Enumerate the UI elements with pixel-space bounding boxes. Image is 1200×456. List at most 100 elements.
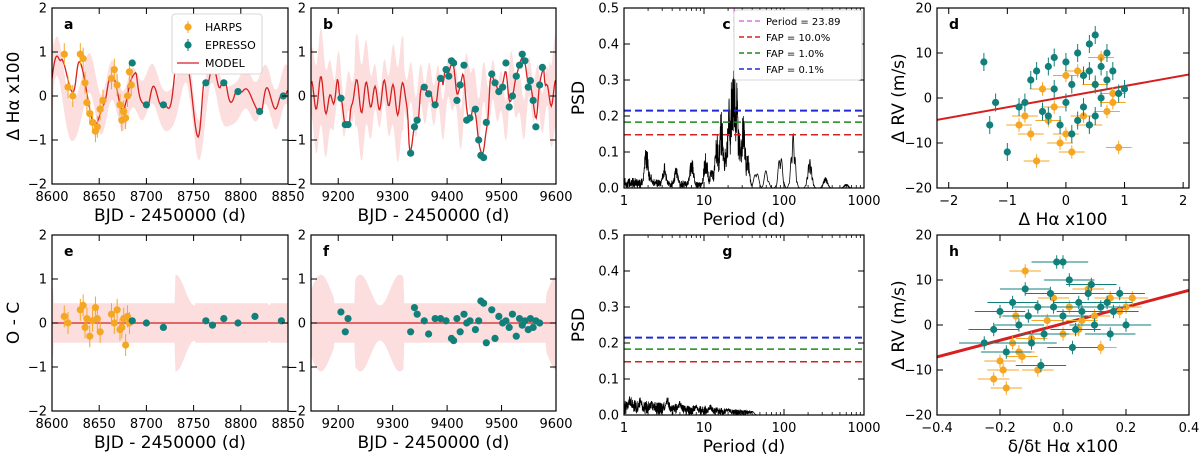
marker: [442, 66, 450, 74]
marker: [450, 59, 458, 67]
marker: [482, 118, 490, 126]
y-tick-label: −2: [287, 405, 306, 420]
data-point: [1028, 300, 1079, 314]
marker: [1062, 58, 1070, 66]
data-point: [521, 317, 529, 325]
panel-letter: e: [64, 244, 74, 260]
data-point: [445, 72, 453, 80]
marker: [337, 308, 345, 316]
marker: [142, 319, 150, 327]
marker: [1027, 339, 1036, 347]
x-tick-label: 9500: [485, 190, 518, 205]
marker: [407, 149, 415, 157]
marker: [1115, 143, 1123, 152]
data-point: [1066, 277, 1117, 292]
periodogram-line: [624, 396, 864, 415]
data-point: [1100, 318, 1152, 332]
x-axis-label: BJD - 2450000 (d): [94, 206, 246, 226]
y-tick-label: 1: [39, 46, 47, 61]
data-point: [479, 154, 488, 162]
marker: [91, 304, 100, 312]
y-tick-label: 0.2: [598, 337, 619, 352]
data-point: [471, 326, 480, 334]
x-axis-label: BJD - 2450000 (d): [358, 433, 510, 453]
marker: [502, 59, 510, 67]
marker: [1068, 148, 1076, 156]
x-tick-label: 9400: [431, 190, 464, 205]
x-tick-label: 0.0: [1053, 421, 1074, 436]
marker: [445, 72, 453, 80]
legend-marker: [184, 23, 192, 31]
data-point: [256, 107, 264, 115]
series-epresso: [337, 297, 544, 347]
marker: [1109, 89, 1117, 98]
marker: [110, 319, 118, 327]
marker: [1050, 103, 1058, 111]
marker: [456, 328, 464, 336]
marker: [524, 83, 532, 91]
data-point: [1041, 100, 1068, 114]
marker: [1074, 49, 1082, 57]
marker: [518, 50, 526, 58]
data-point: [442, 317, 450, 325]
data-point: [1088, 304, 1139, 319]
data-point: [1105, 140, 1132, 155]
marker: [107, 310, 116, 318]
series-epresso: [959, 255, 1152, 373]
data-point: [1068, 75, 1076, 94]
marker: [1074, 67, 1082, 75]
data-point: [60, 305, 68, 328]
data-point: [442, 66, 450, 74]
axes-frame: [623, 234, 865, 416]
data-point: [1068, 125, 1076, 143]
data-point: [1050, 48, 1058, 67]
marker: [1015, 103, 1023, 111]
marker: [1050, 53, 1058, 62]
y-tick-label: 0.0: [598, 409, 619, 424]
data-point: [482, 339, 490, 347]
data-point: [1074, 44, 1082, 62]
marker: [453, 315, 461, 323]
data-point: [159, 323, 167, 331]
marker: [1087, 280, 1095, 289]
data-point: [482, 118, 490, 126]
x-tick-label: 9300: [376, 417, 409, 432]
marker: [475, 317, 483, 325]
y-tick-label: 0.4: [598, 38, 619, 53]
data-point: [1091, 75, 1099, 94]
marker: [1015, 321, 1023, 329]
marker: [1065, 276, 1073, 284]
y-axis-label: PSD: [569, 308, 589, 342]
marker: [1103, 76, 1111, 84]
data-point: [450, 59, 458, 67]
data-point: [1015, 358, 1067, 373]
x-tick-label: 1000: [847, 194, 880, 209]
data-point: [81, 71, 89, 94]
legend-box: [171, 13, 263, 75]
y-axis-label: PSD: [569, 81, 589, 115]
data-point: [420, 317, 428, 325]
x-tick-label: 8600: [35, 417, 68, 432]
marker: [456, 81, 464, 89]
marker: [127, 81, 135, 89]
x-tick-label: 8650: [83, 417, 116, 432]
data-point: [471, 105, 480, 113]
marker: [502, 317, 510, 325]
y-tick-label: 2: [39, 229, 47, 244]
marker: [99, 96, 107, 104]
marker: [1122, 321, 1130, 329]
marker: [436, 74, 445, 82]
marker: [1021, 267, 1029, 275]
x-tick-label: 8850: [271, 417, 304, 432]
marker: [1128, 294, 1136, 302]
marker: [505, 323, 513, 331]
data-point: [491, 334, 499, 342]
marker: [337, 94, 345, 102]
x-tick-label: 0.2: [1116, 421, 1137, 436]
data-point: [1033, 62, 1041, 80]
data-point: [142, 319, 150, 327]
marker: [86, 332, 94, 340]
marker: [83, 99, 91, 107]
data-point: [202, 317, 210, 325]
